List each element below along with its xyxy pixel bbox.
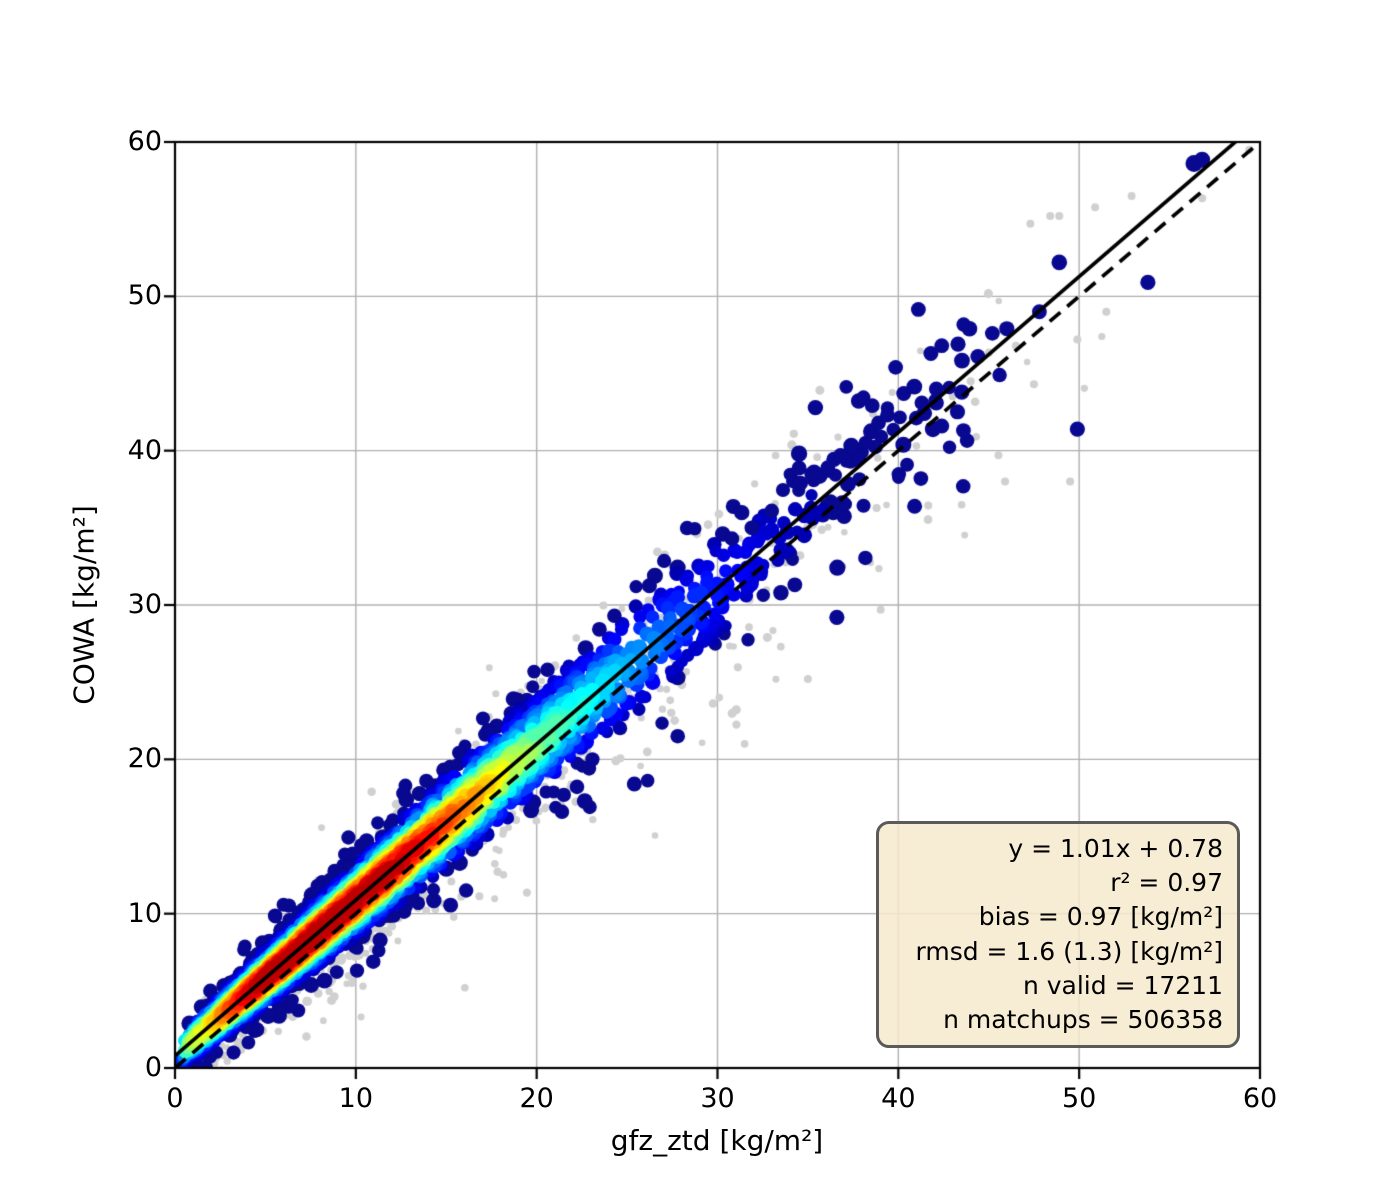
stats-line-n-valid: n valid = 17211 (1022, 970, 1223, 1000)
y-axis-label: COWA [kg/m²] (67, 505, 101, 705)
x-tick-label: 0 (166, 1083, 184, 1114)
x-tick-label: 50 (1061, 1083, 1097, 1114)
y-tick-label: 40 (127, 434, 162, 466)
x-axis-label: gfz_ztd [kg/m²] (610, 1124, 824, 1157)
x-tick-label: 10 (338, 1083, 374, 1114)
x-tick-label: 40 (881, 1083, 916, 1114)
x-tick-label: 30 (700, 1083, 735, 1114)
y-tick-label: 50 (127, 280, 162, 312)
y-tick-label: 20 (127, 743, 162, 775)
stats-line-r-squared: r² = 0.97 (1110, 868, 1223, 898)
stats-line-n-matchups: n matchups = 506358 (943, 1004, 1223, 1034)
y-tick-label: 0 (144, 1052, 162, 1084)
x-tick-label: 20 (519, 1083, 554, 1114)
stats-box: y = 1.01x + 0.78 r² = 0.97 bias = 0.97 [… (876, 821, 1240, 1048)
y-tick-label: 30 (127, 589, 162, 621)
stats-line-bias: bias = 0.97 [kg/m²] (978, 902, 1223, 932)
x-tick-label: 60 (1242, 1083, 1278, 1114)
stats-line-rmsd: rmsd = 1.6 (1.3) [kg/m²] (915, 936, 1224, 966)
y-tick-label: 60 (127, 126, 162, 158)
stats-line-equation: y = 1.01x + 0.78 (1008, 834, 1223, 864)
y-tick-label: 10 (127, 897, 162, 929)
